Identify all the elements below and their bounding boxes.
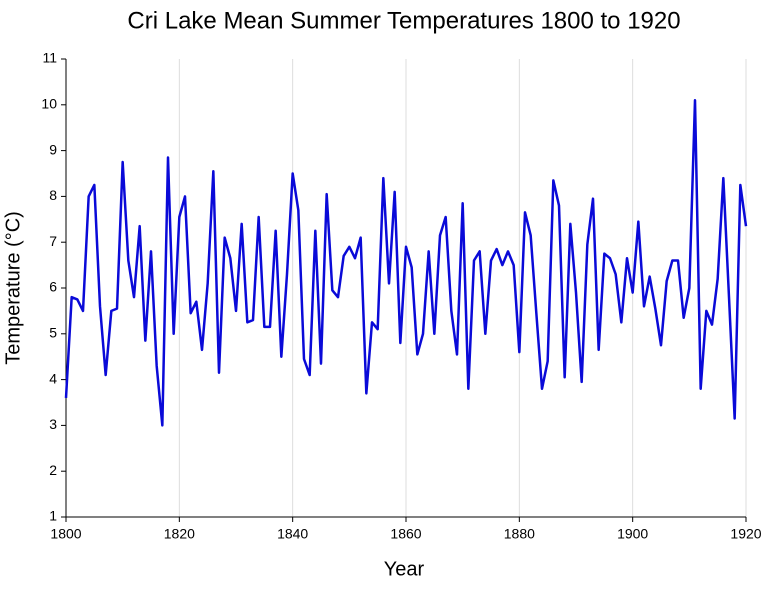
- y-tick-label: 1: [49, 508, 57, 524]
- y-tick-label: 4: [49, 370, 57, 386]
- y-tick-label: 3: [49, 416, 57, 432]
- y-tick-label: 7: [49, 233, 57, 249]
- x-tick-label: 1900: [617, 526, 648, 542]
- y-tick-label: 5: [49, 325, 57, 341]
- y-tick-label: 11: [42, 50, 57, 66]
- x-tick-label: 1840: [277, 526, 308, 542]
- y-tick-label: 6: [49, 279, 57, 295]
- x-tick-label: 1800: [50, 526, 81, 542]
- x-tick-label: 1880: [504, 526, 535, 542]
- x-tick-label: 1860: [390, 526, 421, 542]
- y-tick-label: 9: [49, 141, 57, 157]
- y-tick-label: 8: [49, 187, 57, 203]
- chart-title: Cri Lake Mean Summer Temperatures 1800 t…: [127, 7, 680, 34]
- x-tick-label: 1820: [164, 526, 195, 542]
- x-axis-label: Year: [384, 558, 425, 580]
- y-axis-label: Temperature (°C): [2, 211, 24, 365]
- data-line: [64, 98, 748, 427]
- x-tick-label: 1920: [730, 526, 761, 542]
- y-tick-label: 2: [49, 462, 57, 478]
- y-tick-label: 10: [41, 96, 57, 112]
